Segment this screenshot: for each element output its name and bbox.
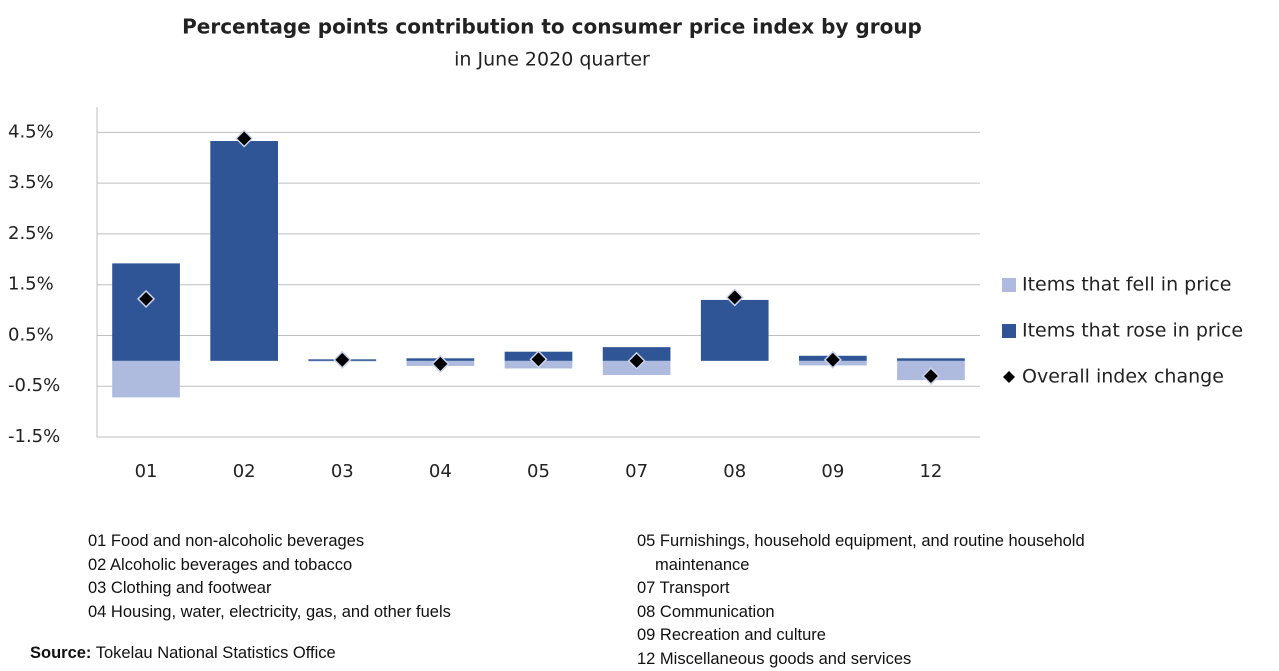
- y-tick-label: 4.5%: [8, 121, 54, 142]
- notes-right: 05 Furnishings, household equipment, and…: [637, 530, 1127, 671]
- chart-title: Percentage points contribution to consum…: [182, 15, 922, 39]
- diamond-marker: [334, 352, 350, 368]
- chart-subtitle: in June 2020 quarter: [454, 49, 650, 71]
- category-note: 12 Miscellaneous goods and services: [637, 648, 1127, 671]
- bar: [897, 358, 965, 361]
- x-tick-label: 03: [331, 461, 354, 482]
- source-label: Source:: [30, 644, 91, 662]
- bar: [112, 263, 180, 360]
- x-tick-label: 09: [821, 461, 844, 482]
- category-note: 03 Clothing and footwear: [88, 577, 608, 601]
- diamond-marker: [432, 356, 448, 372]
- y-tick-label: 0.5%: [8, 324, 54, 345]
- category-note: 02 Alcoholic beverages and tobacco: [88, 554, 608, 578]
- category-note: 07 Transport: [637, 577, 1127, 601]
- category-note: 04 Housing, water, electricity, gas, and…: [88, 601, 608, 625]
- bar: [112, 361, 180, 398]
- y-tick-label: 2.5%: [8, 223, 54, 244]
- bar: [701, 300, 769, 361]
- y-tick-label: -1.5%: [8, 426, 60, 447]
- x-tick-label: 12: [919, 461, 942, 482]
- category-note: 09 Recreation and culture: [637, 624, 1127, 648]
- legend-swatch: [1002, 278, 1016, 292]
- x-tick-label: 02: [233, 461, 256, 482]
- legend-label: Items that rose in price: [1022, 320, 1243, 342]
- y-tick-label: 1.5%: [8, 274, 54, 295]
- x-tick-label: 05: [527, 461, 550, 482]
- category-note: 01 Food and non-alcoholic beverages: [88, 530, 608, 554]
- category-note: 08 Communication: [637, 601, 1127, 625]
- x-tick-label: 07: [625, 461, 648, 482]
- bar: [210, 141, 278, 361]
- x-tick-label: 08: [723, 461, 746, 482]
- x-tick-label: 01: [135, 461, 158, 482]
- source: Source: Tokelau National Statistics Offi…: [30, 644, 336, 663]
- legend-swatch: [1003, 371, 1015, 383]
- y-tick-label: 3.5%: [8, 172, 54, 193]
- source-text: Tokelau National Statistics Office: [96, 644, 336, 662]
- chart: Percentage points contribution to consum…: [0, 0, 1279, 530]
- y-tick-label: -0.5%: [8, 375, 60, 396]
- category-note: 05 Furnishings, household equipment, and…: [637, 530, 1127, 577]
- diamond-marker: [825, 352, 841, 368]
- legend-label: Overall index change: [1022, 366, 1224, 388]
- legend-label: Items that fell in price: [1022, 274, 1231, 296]
- x-tick-label: 04: [429, 461, 452, 482]
- legend-swatch: [1002, 324, 1016, 338]
